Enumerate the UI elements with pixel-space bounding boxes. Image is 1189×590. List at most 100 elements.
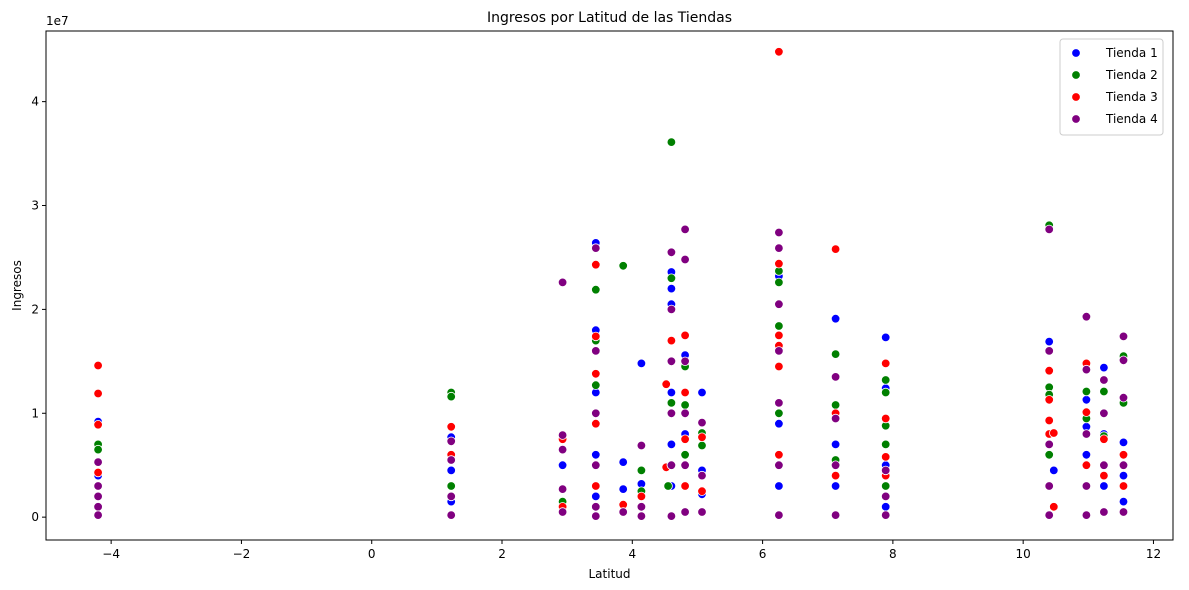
data-point (618, 261, 628, 271)
data-point (697, 507, 707, 517)
data-point (1081, 395, 1092, 405)
legend-marker (1071, 114, 1081, 124)
data-point (446, 391, 456, 402)
data-point (774, 361, 784, 372)
data-point (1081, 312, 1092, 322)
data-point (1044, 366, 1054, 376)
points-layer (93, 47, 1129, 521)
x-tick-label: −4 (102, 547, 120, 561)
data-point (1099, 460, 1109, 470)
data-point (93, 457, 103, 467)
data-point (666, 283, 677, 294)
data-point (881, 439, 891, 450)
data-point (591, 380, 601, 390)
data-point (666, 439, 677, 450)
data-point (881, 465, 891, 476)
data-point (881, 413, 891, 424)
data-point (1081, 460, 1092, 470)
data-point (1049, 502, 1059, 512)
data-point (591, 491, 601, 502)
data-point (591, 331, 601, 342)
data-point (1118, 470, 1129, 481)
data-point (1044, 481, 1054, 491)
data-point (881, 452, 891, 462)
data-point (1118, 437, 1129, 448)
data-point (661, 379, 671, 389)
data-point (774, 419, 784, 429)
data-point (881, 481, 891, 491)
data-point (1081, 364, 1092, 375)
data-point (666, 247, 677, 258)
data-point (774, 321, 784, 331)
x-tick-label: 10 (1016, 547, 1031, 561)
data-point (830, 439, 841, 450)
data-point (697, 432, 707, 442)
data-point (557, 507, 568, 517)
data-point (697, 440, 707, 451)
data-point (774, 47, 784, 57)
data-point (830, 372, 841, 382)
data-point (636, 491, 647, 502)
data-point (557, 277, 568, 288)
data-point (1081, 429, 1092, 439)
data-point (881, 387, 891, 398)
data-point (557, 484, 568, 494)
data-point (591, 481, 601, 491)
data-point (666, 335, 677, 346)
data-point (1099, 362, 1109, 373)
data-point (1099, 470, 1109, 481)
data-point (636, 465, 647, 476)
x-tick-label: 12 (1146, 547, 1161, 561)
y-axis: 0 1 2 3 4 (31, 95, 46, 524)
data-point (1099, 408, 1109, 419)
data-point (93, 360, 103, 371)
data-point (774, 450, 784, 460)
data-point (1099, 375, 1109, 385)
data-point (666, 137, 677, 147)
data-point (446, 510, 456, 520)
data-point (1081, 510, 1092, 520)
data-point (774, 510, 784, 520)
data-point (697, 470, 707, 481)
data-point (446, 481, 456, 491)
data-point (591, 511, 601, 521)
x-axis-label: Latitud (588, 567, 630, 581)
data-point (774, 398, 784, 408)
data-point (636, 511, 647, 521)
data-point (1118, 507, 1129, 517)
legend-box (1059, 38, 1164, 136)
data-point (774, 330, 784, 341)
data-point (93, 491, 103, 502)
data-point (591, 243, 601, 253)
data-point (830, 400, 841, 410)
legend-marker (1071, 92, 1081, 102)
data-point (591, 346, 601, 356)
data-point (557, 444, 568, 455)
x-tick-label: 8 (889, 547, 897, 561)
data-point (93, 388, 103, 399)
x-tick-label: 0 (368, 547, 376, 561)
data-point (591, 502, 601, 512)
data-point (774, 346, 784, 356)
data-point (1044, 336, 1054, 347)
data-point (830, 244, 841, 254)
data-point (830, 413, 841, 424)
data-point (591, 419, 601, 429)
data-point (1118, 331, 1129, 342)
data-point (666, 387, 677, 398)
data-point (774, 243, 784, 253)
x-axis: −4 −2 0 2 4 6 8 10 12 (102, 540, 1161, 561)
data-point (1044, 346, 1054, 356)
x-tick-label: 4 (628, 547, 636, 561)
data-point (1118, 393, 1129, 403)
data-point (881, 510, 891, 520)
y-offset-label: 1e7 (46, 14, 69, 28)
x-tick-label: 6 (759, 547, 767, 561)
y-tick-label: 4 (31, 95, 39, 109)
data-point (666, 273, 677, 283)
y-tick-label: 3 (31, 199, 39, 213)
data-point (680, 408, 690, 419)
data-point (680, 460, 690, 470)
data-point (881, 491, 891, 502)
